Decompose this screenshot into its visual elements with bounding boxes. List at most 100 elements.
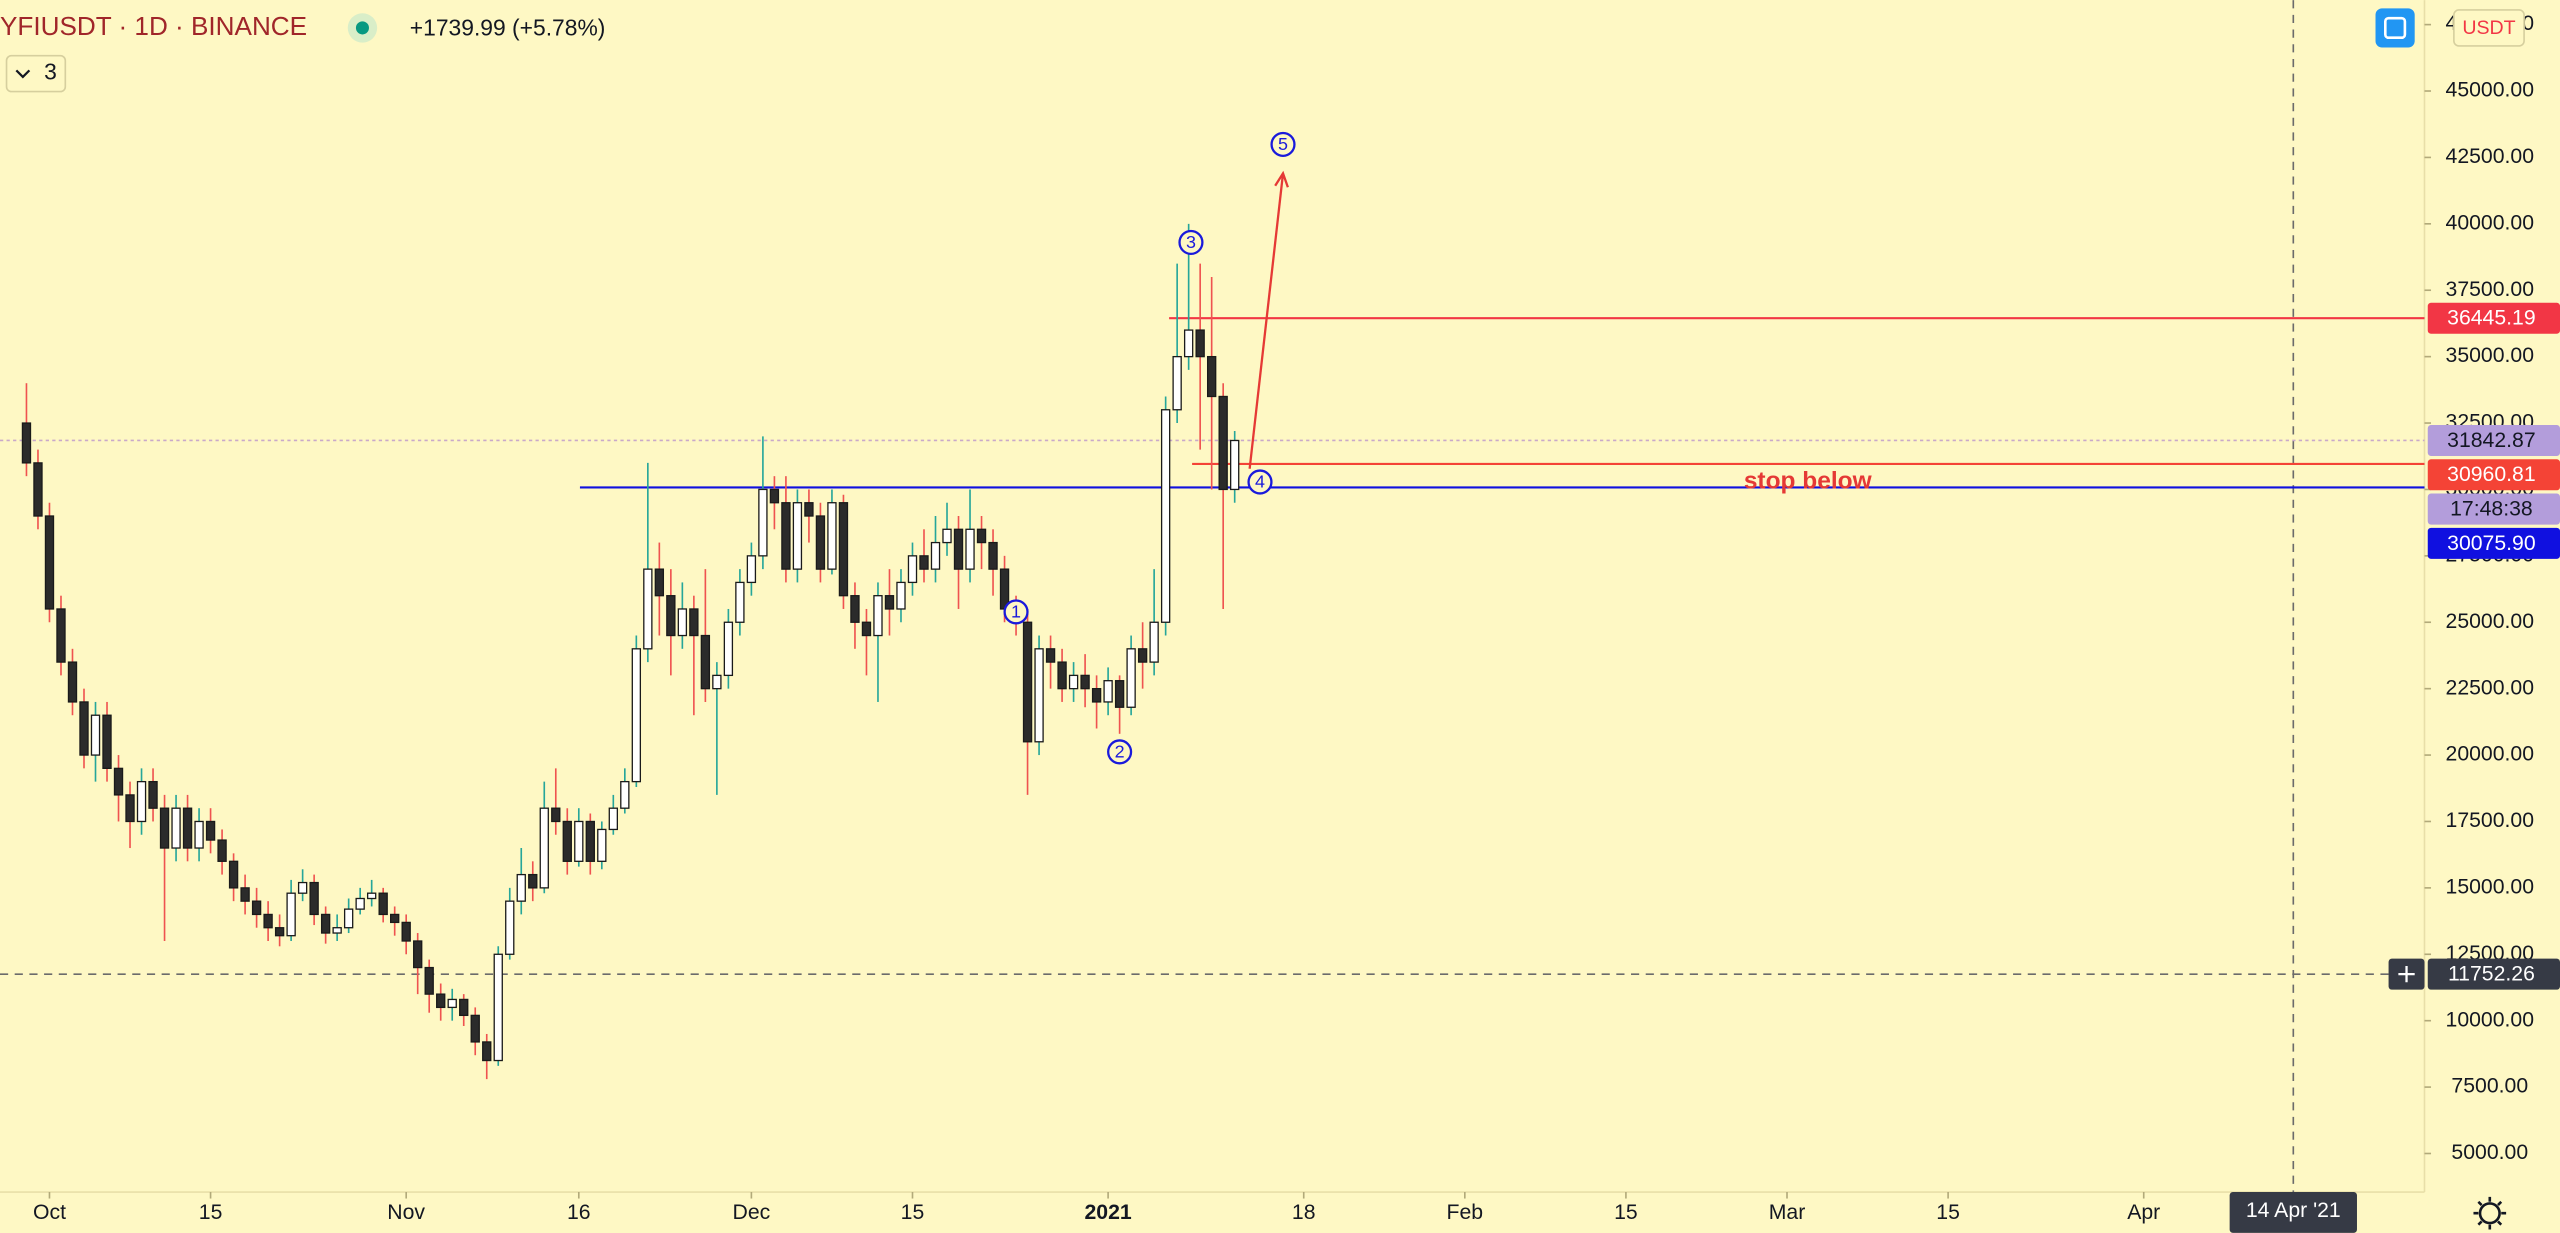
candle-body: [1137, 648, 1148, 663]
candle-body: [723, 621, 734, 677]
candle-body: [79, 701, 89, 756]
wave-marker: [1247, 469, 1273, 495]
candle-body: [56, 608, 66, 663]
settings-icon[interactable]: [2478, 1202, 2501, 1225]
candle-body: [90, 714, 101, 756]
candle-body: [677, 608, 688, 637]
wave-label: 1: [1011, 601, 1021, 621]
crosshair-price-label: 11752.26: [2448, 963, 2535, 986]
candle-body: [378, 892, 388, 916]
candle-body: [597, 828, 607, 862]
candle-body: [620, 780, 630, 809]
candle-body: [102, 714, 112, 769]
candle-body: [470, 1014, 480, 1043]
overlay: YFIUSDT · 1D · BINANCE +1739.99 (+5.78%)…: [0, 8, 2560, 1233]
candle-body: [228, 860, 239, 889]
candle-body: [1034, 648, 1044, 743]
candle-body: [528, 873, 538, 889]
status-dot: [355, 21, 369, 35]
wave-marker: [1003, 599, 1029, 625]
candle-body: [815, 515, 826, 570]
candle-body: [401, 921, 411, 942]
x-tick-label: 18: [1292, 1201, 1316, 1224]
wave-label: 4: [1255, 472, 1265, 492]
indicators-toggle[interactable]: [5, 54, 67, 93]
candle-body: [1057, 661, 1067, 690]
candle-body: [1230, 439, 1240, 491]
level-badge: [2427, 459, 2560, 491]
x-tick-label: Feb: [1447, 1201, 1484, 1224]
countdown-badge: [2427, 493, 2560, 525]
candle-body: [148, 780, 158, 809]
wave-label: 5: [1278, 134, 1288, 154]
candle-body: [136, 780, 147, 823]
chevron-icon: [15, 69, 31, 79]
candle-body: [459, 998, 469, 1017]
candle-body: [1045, 648, 1056, 663]
candle-body: [44, 515, 55, 610]
candle-body: [493, 953, 503, 1062]
auto-scale-button[interactable]: [2375, 8, 2415, 48]
candle-body: [1103, 680, 1113, 703]
y-tick-label: 22500.00: [2446, 676, 2535, 699]
projection-arrow: [1248, 173, 1285, 469]
candle-body: [1218, 395, 1228, 491]
candle-body: [827, 502, 837, 570]
candle-body: [1160, 409, 1171, 623]
candle-body: [436, 993, 446, 1009]
candle-body: [585, 820, 595, 862]
candle-body: [781, 502, 791, 570]
candle-body: [447, 998, 457, 1009]
candle-body: [631, 648, 642, 783]
candle-body: [505, 900, 515, 955]
y-tick-label: 42500.00: [2446, 145, 2535, 168]
wave-marker: [1270, 131, 1296, 157]
level-badge-label: 30960.81: [2447, 463, 2536, 486]
wave-marker: [1107, 739, 1133, 765]
candle-body: [758, 488, 768, 557]
arrow-head: [1274, 170, 1289, 188]
candle-body: [1114, 680, 1125, 708]
countdown-badge-label: 17:48:38: [2450, 497, 2533, 520]
price-change[interactable]: +1739.99 (+5.78%): [410, 15, 606, 41]
currency-button[interactable]: [2453, 9, 2525, 47]
candle-body: [217, 839, 227, 862]
candle-body: [643, 568, 653, 650]
y-tick-label: 7500.00: [2451, 1075, 2528, 1098]
candle-body: [251, 900, 262, 916]
candle-body: [332, 927, 342, 934]
candle-body: [574, 820, 584, 862]
x-tick-label: 15: [1614, 1201, 1638, 1224]
x-tick-label: Apr: [2127, 1201, 2160, 1224]
candle-body: [666, 595, 676, 637]
candle-body: [551, 807, 561, 823]
candle-body: [1091, 688, 1102, 703]
candle-body: [850, 595, 860, 623]
level-badge: [2427, 424, 2560, 457]
candle-body: [1126, 648, 1136, 708]
crosshair-date-badge: [2229, 1192, 2357, 1233]
x-tick-label: 15: [199, 1201, 223, 1224]
candle-body: [700, 634, 711, 690]
wave-label: 2: [1115, 741, 1125, 761]
candle-body: [413, 940, 423, 969]
candle-body: [309, 881, 319, 916]
x-tick-label: Oct: [33, 1201, 66, 1224]
x-tick-label: Nov: [387, 1201, 425, 1224]
candle-body: [1068, 674, 1079, 690]
candle-body: [516, 873, 526, 902]
note-text: stop below: [1744, 467, 1873, 494]
candle-body: [861, 621, 872, 637]
indicator-count: 3: [44, 59, 57, 85]
x-tick-label: Mar: [1769, 1201, 1806, 1224]
candle-body: [125, 794, 135, 823]
candle-body: [194, 820, 204, 849]
candle-body: [159, 807, 170, 849]
candle-body: [712, 674, 722, 690]
candle-body: [873, 595, 883, 637]
candle-body: [21, 422, 32, 464]
candle-body: [907, 555, 918, 584]
candle-body: [33, 462, 43, 517]
